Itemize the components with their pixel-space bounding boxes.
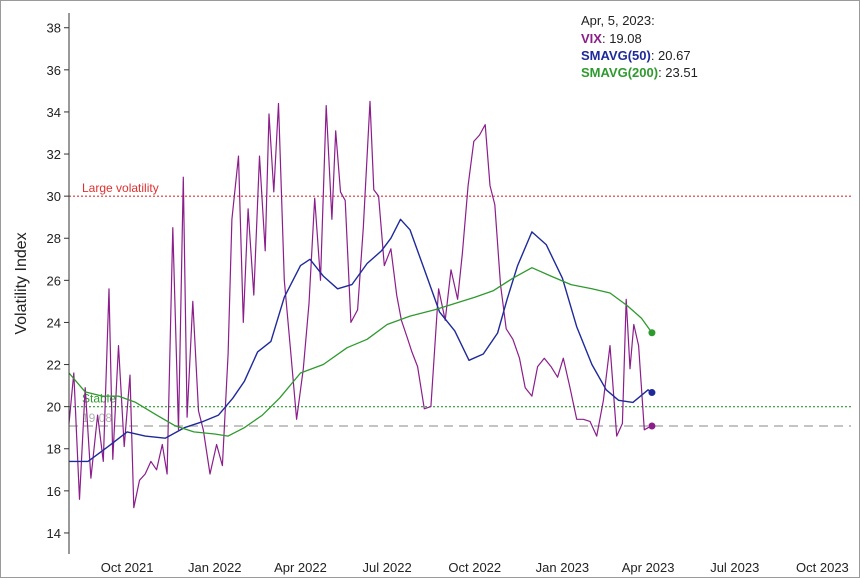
- x-tick-label-8: Oct 2023: [796, 560, 849, 575]
- end-markers: [648, 329, 656, 430]
- y-tick-label-20: 20: [47, 400, 61, 415]
- y-tick-label-14: 14: [47, 526, 61, 541]
- end-marker-1: [648, 389, 656, 397]
- y-tick-label-34: 34: [47, 105, 61, 120]
- legend-entry-2: SMAVG(200): 23.51: [581, 65, 698, 80]
- y-tick-label-18: 18: [47, 442, 61, 457]
- legend-value-0: : 19.08: [602, 31, 642, 46]
- x-tick-label-6: Apr 2023: [622, 560, 675, 575]
- legend-entry-0: VIX: 19.08: [581, 31, 642, 46]
- y-tick-label-38: 38: [47, 21, 61, 36]
- series-line-1: [69, 218, 653, 463]
- legend: Apr, 5, 2023: VIX: 19.08 SMAVG(50): 20.67…: [581, 13, 698, 80]
- y-tick-label-22: 22: [47, 358, 61, 373]
- series-lines: [68, 100, 653, 509]
- y-tick-label-16: 16: [47, 484, 61, 499]
- legend-value-1: : 20.67: [651, 48, 691, 63]
- y-tick-label-28: 28: [47, 231, 61, 246]
- series-line-0: [68, 100, 653, 509]
- x-tick-label-4: Oct 2022: [448, 560, 501, 575]
- x-tick-label-5: Jan 2023: [536, 560, 590, 575]
- reference-label-0: Large volatility: [82, 181, 159, 195]
- y-tick-label-30: 30: [47, 189, 61, 204]
- end-marker-2: [648, 329, 656, 337]
- reference-label-1: Stable: [82, 392, 116, 406]
- y-tick-label-24: 24: [47, 315, 61, 330]
- legend-name-1: SMAVG(50): [581, 48, 651, 63]
- end-marker-0: [648, 422, 656, 430]
- legend-date: Apr, 5, 2023:: [581, 13, 655, 28]
- axes: Volatility Index 14 16 18 20 22 24 26 28 30 32 34 3…: [13, 13, 849, 575]
- y-tick-label-32: 32: [47, 147, 61, 162]
- x-tick-label-1: Jan 2022: [188, 560, 242, 575]
- x-tick-label-3: Jul 2022: [363, 560, 412, 575]
- legend-entry-1: SMAVG(50): 20.67: [581, 48, 691, 63]
- series-line-2: [68, 267, 653, 437]
- legend-name-0: VIX: [581, 31, 602, 46]
- legend-value-2: : 23.51: [658, 65, 698, 80]
- x-tick-label-2: Apr 2022: [274, 560, 327, 575]
- x-tick-label-7: Jul 2023: [710, 560, 759, 575]
- y-tick-label-36: 36: [47, 63, 61, 78]
- x-tick-label-0: Oct 2021: [101, 560, 154, 575]
- y-axis-label: Volatility Index: [13, 232, 30, 334]
- y-tick-label-26: 26: [47, 273, 61, 288]
- legend-name-2: SMAVG(200): [581, 65, 658, 80]
